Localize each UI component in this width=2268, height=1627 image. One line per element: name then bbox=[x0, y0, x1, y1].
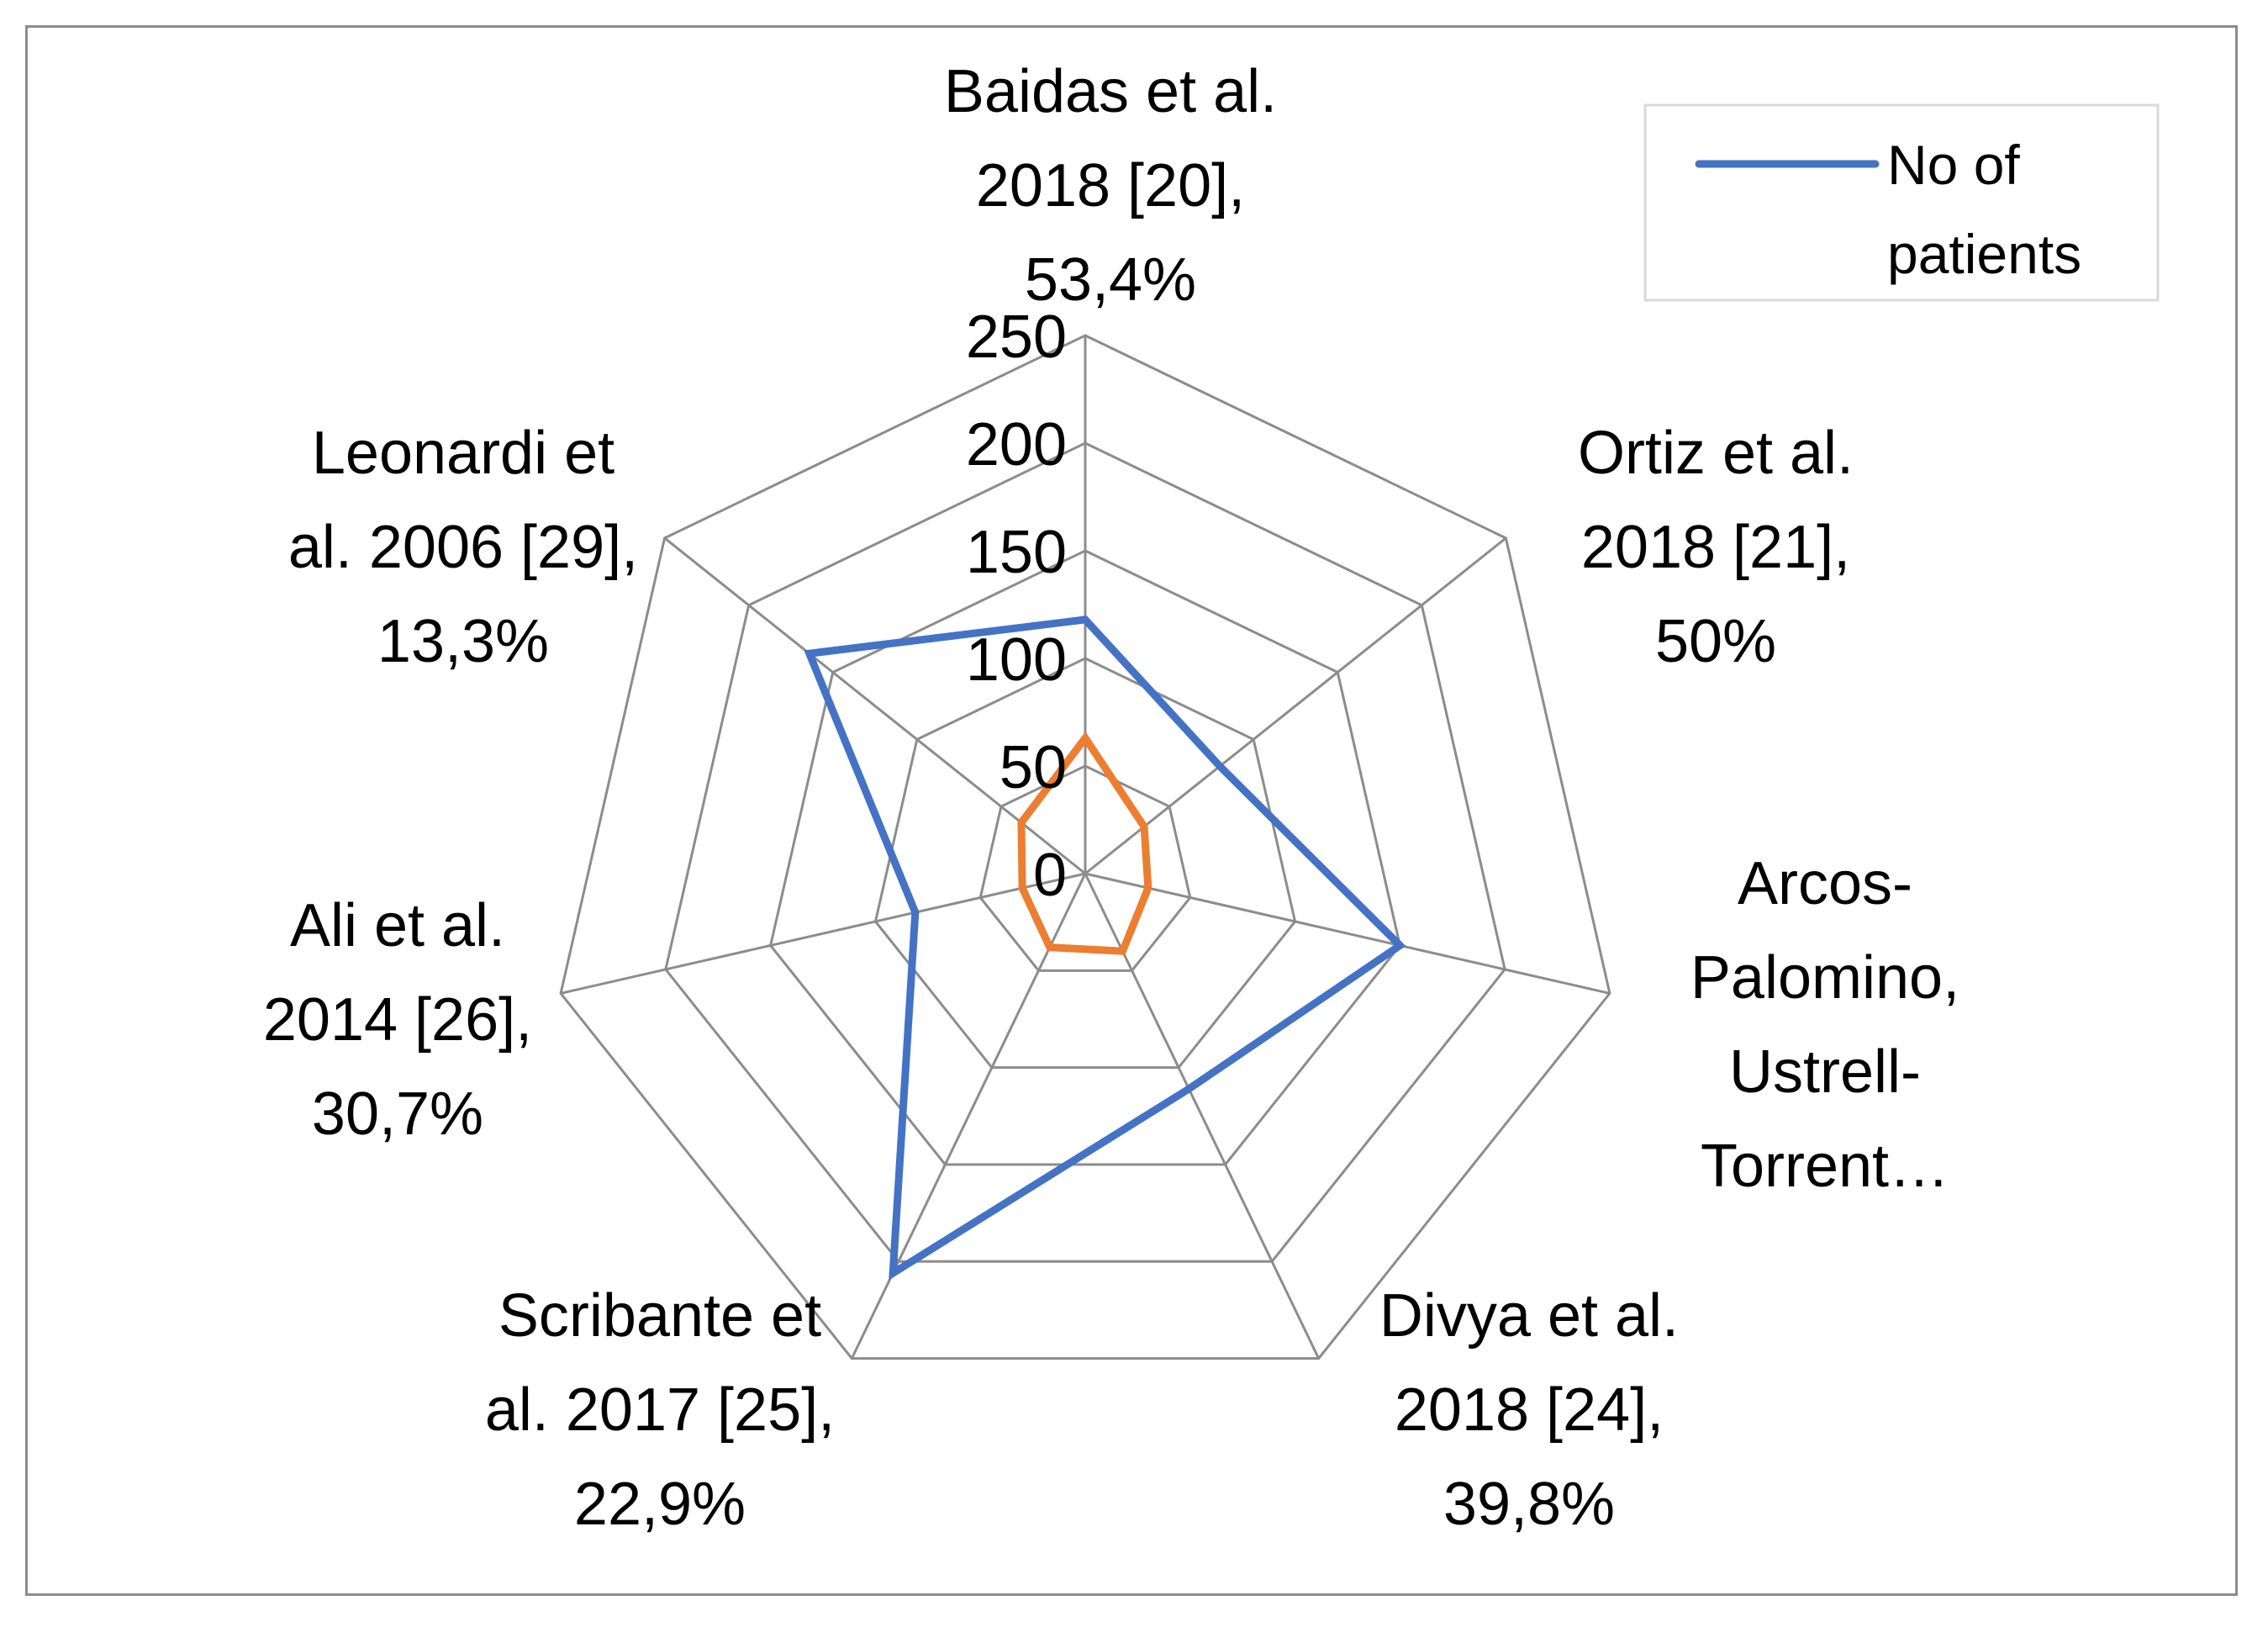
category-label-3-line-0: Divya et al. bbox=[1379, 1282, 1679, 1350]
grid-ring-200 bbox=[664, 441, 1506, 1263]
category-label-4-line-1: al. 2017 [25], bbox=[485, 1376, 835, 1444]
category-label-6: Leonardi et al. 2006 [29], 13,3% bbox=[288, 420, 638, 675]
category-label-6-line-2: 13,3% bbox=[377, 608, 549, 675]
tick-label-250: 250 bbox=[966, 304, 1067, 371]
data-point-0-1 bbox=[1219, 765, 1221, 768]
tick-label-150: 150 bbox=[966, 519, 1067, 586]
category-label-1: Ortiz et al. 2018 [21], 50% bbox=[1578, 420, 1854, 675]
radar-grid bbox=[559, 334, 1611, 1360]
tick-label-50: 50 bbox=[1000, 734, 1067, 801]
series-1 bbox=[1017, 731, 1152, 955]
category-label-2-line-3: Torrent… bbox=[1701, 1133, 1949, 1200]
category-label-0: Baidas et al. 2018 [20], 53,4% bbox=[944, 58, 1277, 314]
category-label-3: Divya et al. 2018 [24], 39,8% bbox=[1379, 1282, 1679, 1538]
category-label-3-line-1: 2018 [24], bbox=[1395, 1376, 1664, 1444]
spoke-1 bbox=[1084, 536, 1507, 875]
data-point-0-0 bbox=[1084, 618, 1086, 621]
category-label-5: Ali et al. 2014 [26], 30,7% bbox=[263, 892, 532, 1148]
category-label-2-line-0: Arcos- bbox=[1738, 850, 1912, 917]
series-0 bbox=[804, 615, 1406, 1281]
grid-ring-100 bbox=[873, 657, 1297, 1070]
category-label-5-line-1: 2014 [26], bbox=[263, 986, 532, 1054]
category-label-5-line-0: Ali et al. bbox=[290, 892, 505, 959]
grid-ring-50 bbox=[978, 764, 1192, 972]
radar-chart: 0 50 100 150 200 250 Baidas et al. 2018 [20], 5… bbox=[263, 58, 2160, 1538]
data-point-1-5 bbox=[1021, 887, 1024, 890]
data-point-0-6 bbox=[808, 652, 810, 655]
category-label-1-line-0: Ortiz et al. bbox=[1578, 420, 1854, 487]
category-label-3-line-2: 39,8% bbox=[1443, 1471, 1615, 1538]
category-label-0-line-2: 53,4% bbox=[1025, 246, 1196, 314]
spoke-6 bbox=[663, 536, 1086, 875]
category-label-1-line-2: 50% bbox=[1655, 608, 1776, 675]
data-point-0-4 bbox=[892, 1272, 894, 1275]
category-label-0-line-1: 2018 [20], bbox=[976, 152, 1245, 219]
spoke-3 bbox=[1084, 873, 1321, 1360]
series-layer bbox=[804, 615, 1406, 1281]
category-label-2-line-2: Ustrell- bbox=[1729, 1038, 1921, 1106]
grid-ring-150 bbox=[769, 549, 1401, 1166]
data-point-0-3 bbox=[1188, 1088, 1190, 1091]
category-label-5-line-2: 30,7% bbox=[312, 1080, 483, 1148]
data-point-1-4 bbox=[1048, 946, 1051, 948]
data-point-1-0 bbox=[1084, 737, 1086, 739]
legend-entry-line-2: patients bbox=[1887, 223, 2081, 285]
category-label-4-line-0: Scribante et bbox=[498, 1282, 821, 1350]
data-point-1-1 bbox=[1143, 826, 1146, 828]
data-point-0-5 bbox=[914, 911, 916, 914]
legend-box bbox=[1643, 103, 2160, 302]
spoke-5 bbox=[560, 872, 1086, 995]
data-point-1-3 bbox=[1121, 950, 1124, 953]
category-label-4: Scribante et al. 2017 [25], 22,9% bbox=[485, 1282, 835, 1538]
category-label-6-line-1: al. 2006 [29], bbox=[288, 514, 638, 581]
category-label-6-line-0: Leonardi et bbox=[312, 420, 614, 487]
chart-area: 0 50 100 150 200 250 Baidas et al. 2018 [20], 5… bbox=[25, 25, 2238, 1596]
category-label-2-line-1: Palomino, bbox=[1690, 944, 1959, 1012]
data-point-1-6 bbox=[1020, 821, 1022, 824]
radial-ticks: 0 50 100 150 200 250 bbox=[966, 304, 1067, 909]
series-line-0 bbox=[804, 615, 1406, 1281]
category-label-4-line-2: 22,9% bbox=[574, 1471, 746, 1538]
category-label-1-line-1: 2018 [21], bbox=[1581, 514, 1850, 581]
category-label-0-line-0: Baidas et al. bbox=[944, 58, 1277, 125]
data-point-0-2 bbox=[1399, 944, 1401, 947]
series-line-1 bbox=[1017, 731, 1152, 955]
data-point-1-2 bbox=[1147, 887, 1149, 890]
category-labels: Baidas et al. 2018 [20], 53,4% Ortiz et al.… bbox=[263, 58, 1959, 1538]
grid-ring-250 bbox=[559, 334, 1611, 1360]
category-label-2: Arcos- Palomino, Ustrell- Torrent… bbox=[1690, 850, 1959, 1200]
legend-entry-line-1: No of bbox=[1887, 134, 2020, 196]
legend: No of patients bbox=[1643, 103, 2160, 302]
tick-label-100: 100 bbox=[966, 626, 1067, 694]
spoke-2 bbox=[1084, 872, 1611, 995]
tick-label-0: 0 bbox=[1033, 842, 1067, 909]
tick-label-200: 200 bbox=[966, 411, 1067, 478]
